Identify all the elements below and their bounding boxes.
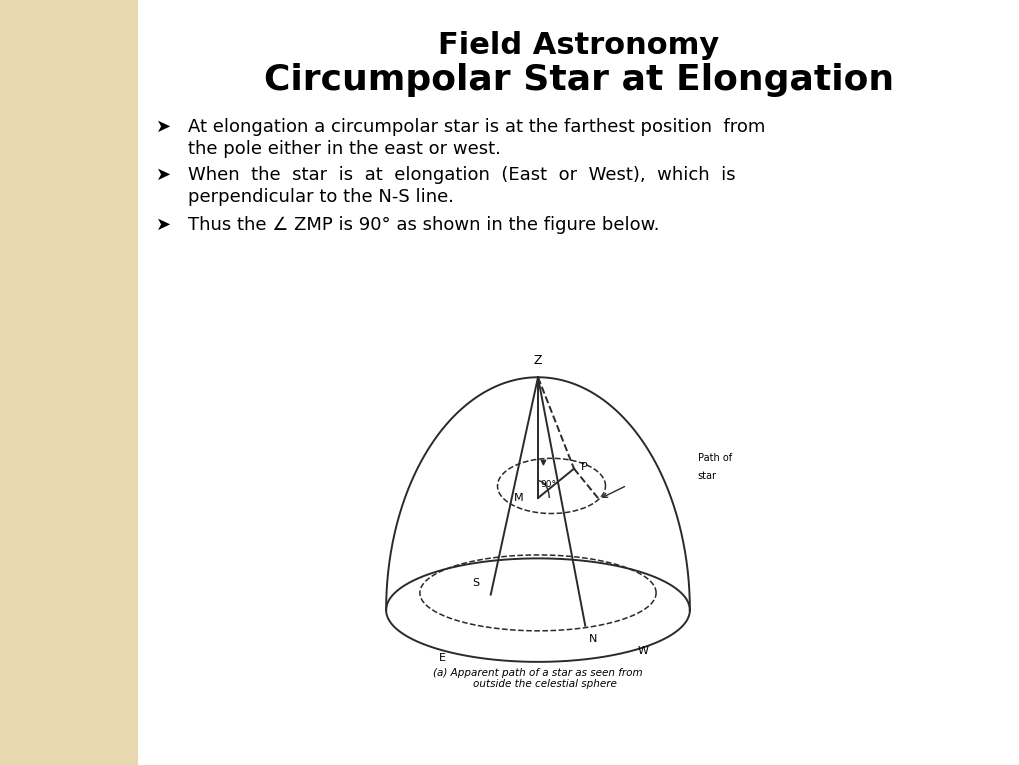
Text: ➤: ➤ [156, 118, 170, 136]
Text: E: E [438, 653, 445, 663]
Text: the pole either in the east or west.: the pole either in the east or west. [187, 140, 500, 158]
Text: At elongation a circumpolar star is at the farthest position  from: At elongation a circumpolar star is at t… [187, 118, 764, 136]
Text: star: star [697, 470, 716, 480]
Text: Thus the ∠ ZMP is 90° as shown in the figure below.: Thus the ∠ ZMP is 90° as shown in the fi… [187, 216, 658, 234]
Bar [0, 0, 138, 765]
Text: Field Astronomy: Field Astronomy [438, 31, 718, 60]
Text: ➤: ➤ [156, 216, 170, 234]
Text: perpendicular to the N-S line.: perpendicular to the N-S line. [187, 188, 453, 206]
Text: ➤: ➤ [156, 166, 170, 184]
Text: N: N [588, 634, 597, 644]
Text: Circumpolar Star at Elongation: Circumpolar Star at Elongation [264, 63, 893, 97]
Text: When  the  star  is  at  elongation  (East  or  West),  which  is: When the star is at elongation (East or … [187, 166, 735, 184]
Text: W: W [638, 646, 648, 656]
Text: Path of: Path of [697, 454, 732, 464]
Text: S: S [472, 578, 479, 588]
Text: (a) Apparent path of a star as seen from
    outside the celestial sphere: (a) Apparent path of a star as seen from… [433, 668, 642, 689]
Text: P: P [580, 462, 587, 472]
Text: 90°: 90° [540, 480, 555, 490]
Text: Z: Z [533, 354, 542, 367]
Text: M: M [514, 493, 523, 503]
